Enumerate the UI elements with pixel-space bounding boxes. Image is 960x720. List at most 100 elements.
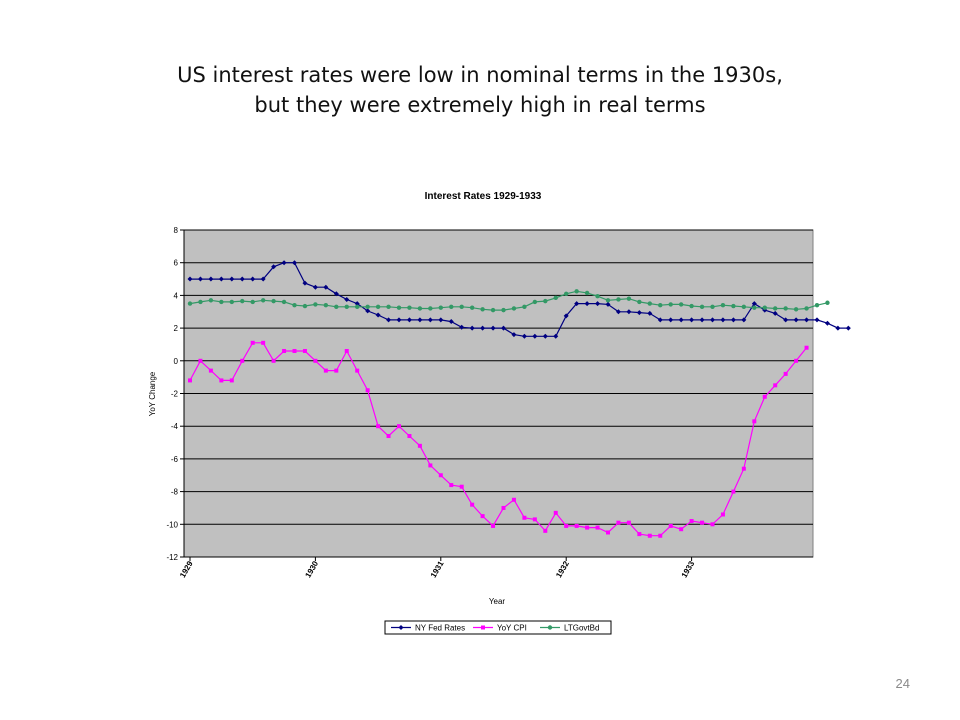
data-point bbox=[741, 304, 747, 310]
data-point bbox=[218, 276, 224, 282]
data-point bbox=[647, 533, 652, 538]
data-point bbox=[208, 276, 214, 282]
data-point bbox=[375, 304, 381, 310]
data-point bbox=[553, 510, 558, 515]
data-point bbox=[783, 317, 789, 323]
data-point bbox=[511, 332, 517, 338]
data-point bbox=[532, 299, 538, 305]
data-point bbox=[198, 358, 203, 363]
data-point bbox=[261, 340, 266, 345]
data-point bbox=[741, 466, 746, 471]
data-point bbox=[271, 298, 276, 304]
data-point bbox=[511, 306, 517, 311]
y-tick-label: -10 bbox=[166, 520, 178, 529]
data-point bbox=[710, 304, 715, 310]
y-tick-label: 2 bbox=[174, 324, 179, 333]
data-point bbox=[606, 530, 610, 535]
data-point bbox=[773, 306, 778, 311]
x-axis-label: Year bbox=[489, 597, 506, 606]
data-point bbox=[250, 340, 255, 345]
data-point bbox=[260, 276, 266, 282]
data-point bbox=[449, 483, 454, 488]
data-point bbox=[344, 304, 349, 310]
data-point bbox=[491, 523, 496, 528]
data-point bbox=[292, 260, 297, 266]
data-point bbox=[637, 532, 642, 537]
data-point bbox=[657, 317, 663, 323]
data-point bbox=[730, 317, 736, 323]
data-point bbox=[626, 520, 631, 525]
data-point bbox=[710, 522, 715, 527]
data-point bbox=[187, 276, 193, 282]
data-point bbox=[365, 308, 371, 314]
data-point bbox=[386, 304, 391, 310]
data-point bbox=[773, 383, 778, 388]
data-point bbox=[427, 317, 433, 323]
legend-entry: YoY CPI bbox=[473, 624, 527, 633]
data-point bbox=[281, 299, 287, 305]
chart-title: Interest Rates 1929-1933 bbox=[425, 191, 542, 202]
data-point bbox=[626, 296, 632, 301]
data-point bbox=[595, 294, 600, 299]
data-point bbox=[793, 307, 799, 312]
data-point bbox=[313, 358, 318, 363]
data-point bbox=[187, 301, 193, 306]
data-point bbox=[845, 325, 851, 331]
x-tick-label: 1930 bbox=[303, 559, 320, 579]
data-point bbox=[532, 517, 537, 522]
data-point bbox=[584, 290, 590, 296]
data-point bbox=[501, 307, 506, 313]
data-point bbox=[480, 307, 485, 312]
page-number: 24 bbox=[895, 676, 910, 691]
data-point bbox=[406, 317, 412, 323]
data-point bbox=[752, 419, 757, 424]
data-point bbox=[574, 301, 580, 307]
data-point bbox=[397, 424, 401, 429]
y-tick-label: -4 bbox=[171, 422, 179, 431]
y-tick-label: 6 bbox=[174, 259, 179, 268]
data-point bbox=[563, 313, 569, 319]
data-point bbox=[208, 298, 214, 303]
legend-marker bbox=[481, 625, 485, 630]
data-point bbox=[783, 306, 788, 311]
data-point bbox=[615, 309, 621, 315]
series-ltgovtbd bbox=[187, 289, 830, 313]
data-point bbox=[302, 280, 308, 286]
data-point bbox=[731, 489, 736, 494]
data-point bbox=[814, 317, 820, 323]
data-point bbox=[271, 358, 276, 363]
data-point bbox=[574, 289, 579, 294]
data-point bbox=[678, 302, 684, 307]
data-point bbox=[585, 525, 590, 530]
data-point bbox=[501, 505, 506, 510]
data-point bbox=[417, 443, 422, 448]
data-point bbox=[375, 312, 381, 318]
data-point bbox=[355, 304, 360, 310]
data-point bbox=[752, 305, 757, 310]
y-tick-label: -6 bbox=[171, 455, 179, 464]
data-point bbox=[679, 527, 684, 532]
data-point bbox=[490, 307, 496, 313]
data-point bbox=[626, 309, 632, 315]
data-point bbox=[407, 434, 412, 439]
data-point bbox=[302, 303, 308, 309]
data-point bbox=[323, 368, 328, 373]
x-tick-label: 1933 bbox=[680, 559, 697, 579]
data-point bbox=[783, 371, 788, 376]
data-point bbox=[239, 276, 245, 282]
data-point bbox=[658, 533, 663, 538]
y-tick-label: -12 bbox=[166, 553, 178, 562]
data-point bbox=[365, 304, 370, 310]
data-point bbox=[333, 291, 339, 297]
data-point bbox=[448, 319, 454, 325]
legend-label: LTGovtBd bbox=[564, 624, 599, 633]
data-point bbox=[605, 301, 611, 307]
data-point bbox=[292, 348, 297, 353]
data-point bbox=[229, 378, 234, 383]
data-point bbox=[741, 317, 747, 323]
data-point bbox=[804, 345, 809, 350]
data-point bbox=[198, 299, 203, 305]
data-point bbox=[470, 502, 475, 507]
data-point bbox=[637, 299, 642, 305]
